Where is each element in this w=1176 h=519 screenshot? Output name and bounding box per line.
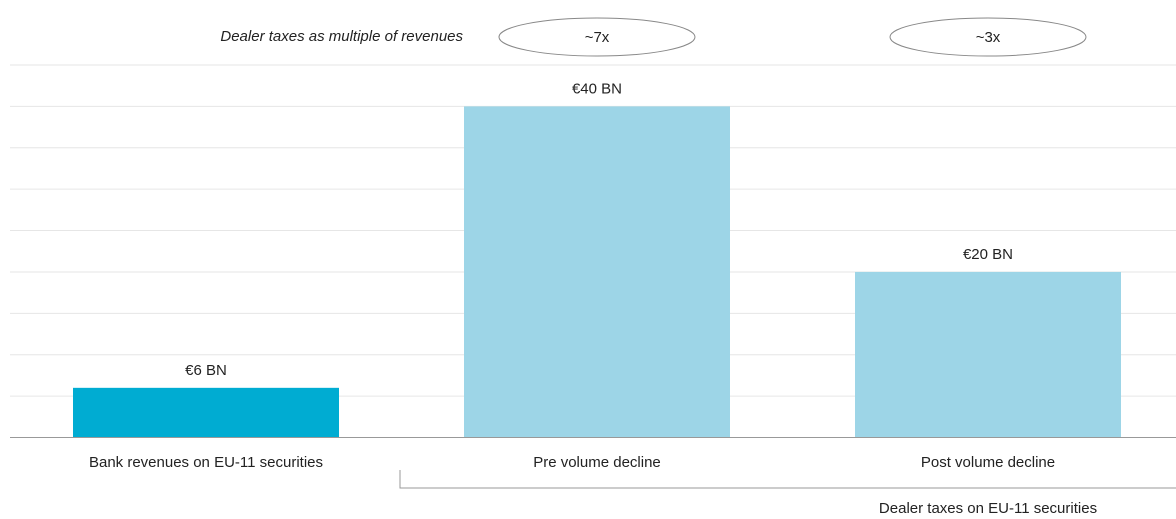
bar — [855, 271, 1121, 438]
value-label: €6 BN — [185, 362, 227, 379]
value-label: €20 BN — [963, 246, 1013, 263]
x-tick-label: Bank revenues on EU-11 securities — [89, 454, 323, 471]
multiple-label: ~7x — [585, 29, 610, 46]
group-bracket — [399, 470, 1176, 489]
x-tick-label: Pre volume decline — [533, 454, 661, 471]
value-label: €40 BN — [572, 80, 622, 97]
multiple-oval — [889, 17, 1087, 57]
annotation: Dealer taxes as multiple of revenues — [220, 28, 463, 45]
multiple-label: ~3x — [976, 29, 1001, 46]
bar — [464, 106, 730, 438]
group-label: Dealer taxes on EU-11 securities — [879, 500, 1097, 517]
bar — [73, 387, 339, 438]
x-tick-label: Post volume decline — [921, 454, 1055, 471]
multiple-oval — [498, 17, 696, 57]
